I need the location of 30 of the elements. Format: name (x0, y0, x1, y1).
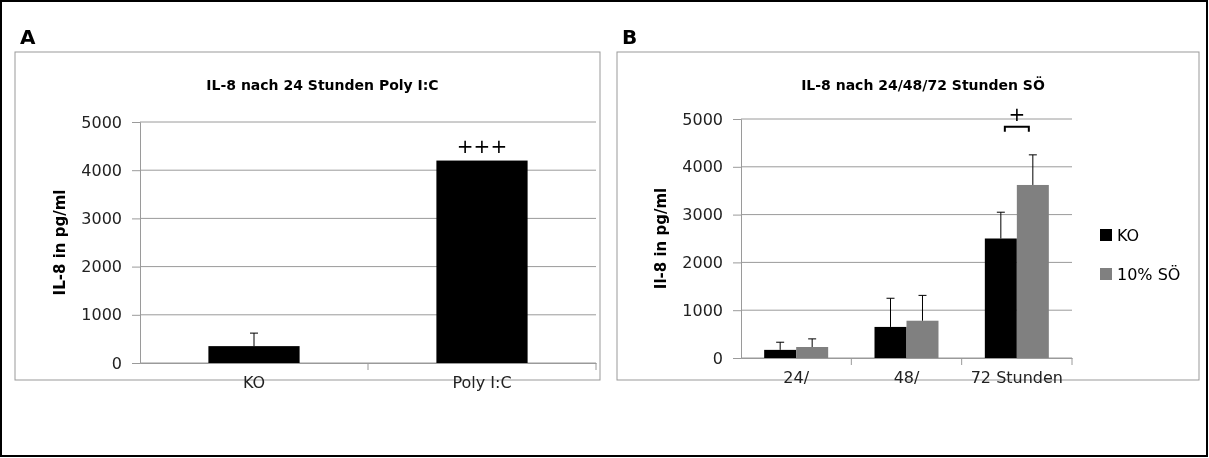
text: B (622, 25, 638, 49)
y-tick-label: 1000 (682, 300, 723, 320)
chart-title: IL-8 nach 24 Stunden Poly I:C (206, 77, 439, 93)
y-tick-label: 0 (111, 353, 122, 373)
chart-title: IL-8 nach 24/48/72 Stunden SÖ (801, 76, 1045, 93)
y-tick-label: 4000 (81, 160, 122, 180)
y-tick-label: 2000 (81, 257, 122, 277)
legend-label: KO (1117, 226, 1140, 245)
y-tick-label: 4000 (682, 157, 723, 177)
x-tick-label: KO (242, 373, 266, 393)
y-tick-label: 5000 (682, 109, 723, 129)
x-tick-label: Poly I:C (452, 373, 512, 393)
annotation: + (1008, 101, 1026, 126)
y-tick-label: 5000 (81, 112, 122, 132)
bar (1016, 184, 1049, 358)
x-tick-label: 24/ (783, 368, 810, 388)
text: A (20, 25, 36, 49)
y-tick-label: 1000 (81, 305, 122, 325)
y-axis-title: IL-8 in pg/ml (51, 189, 69, 296)
legend-label: 10% SÖ (1117, 265, 1181, 284)
bar (796, 347, 829, 358)
bar (906, 320, 939, 358)
y-tick-label: 0 (712, 348, 723, 368)
y-tick-label: 3000 (81, 209, 122, 229)
y-axis-title: Il-8 in pg/ml (652, 187, 670, 290)
x-tick-label: 72 Stunden (970, 368, 1063, 388)
annotation: +++ (456, 133, 508, 158)
y-tick-label: 3000 (682, 205, 723, 225)
x-tick-label: 48/ (893, 368, 920, 388)
y-tick-label: 2000 (682, 253, 723, 273)
